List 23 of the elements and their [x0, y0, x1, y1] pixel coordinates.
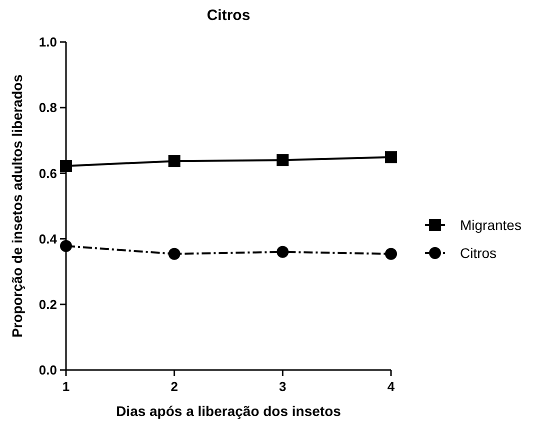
y-tick-label: 0.2	[38, 296, 57, 312]
x-tick-label: 2	[170, 379, 178, 394]
point	[276, 246, 289, 258]
legend-label: Citros	[460, 244, 497, 261]
chart-title: Citros	[206, 7, 250, 24]
point	[60, 160, 72, 172]
x-tick-label: 3	[279, 379, 286, 394]
y-tick-label: 0.0	[38, 362, 57, 378]
point	[276, 154, 289, 166]
y-tick-label: 1.0	[38, 34, 57, 50]
legend-label: Migrantes	[460, 216, 522, 233]
x-axis-title: Dias após a liberação dos insetos	[116, 403, 342, 419]
x-tick-label: 1	[62, 379, 70, 394]
point	[385, 151, 397, 164]
point	[60, 240, 72, 252]
y-axis-title: Proporção de insetos adultos liberados	[9, 74, 25, 338]
x-tick-label: 4	[387, 379, 396, 394]
point	[168, 248, 180, 260]
y-tick-label: 0.8	[38, 100, 57, 116]
point	[168, 155, 180, 168]
y-tick-label: 0.4	[38, 231, 58, 246]
y-tick-label: 0.6	[38, 166, 57, 181]
point	[385, 248, 397, 260]
